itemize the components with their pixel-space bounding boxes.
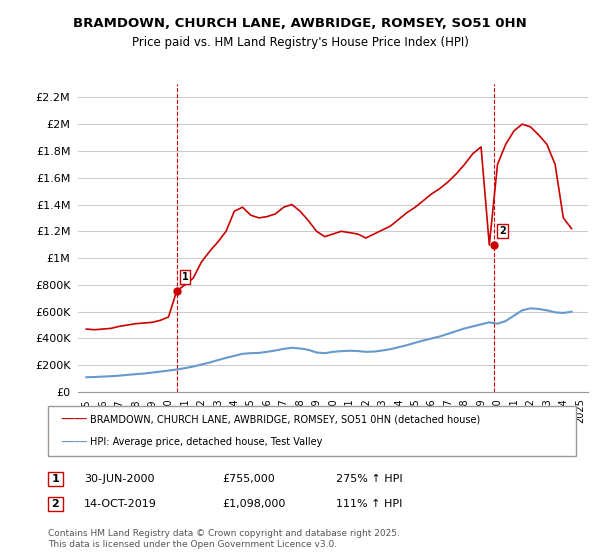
Text: 14-OCT-2019: 14-OCT-2019 — [84, 499, 157, 508]
Text: BRAMDOWN, CHURCH LANE, AWBRIDGE, ROMSEY, SO51 0HN (detached house): BRAMDOWN, CHURCH LANE, AWBRIDGE, ROMSEY,… — [90, 415, 480, 425]
Text: £755,000: £755,000 — [222, 474, 275, 483]
Text: Price paid vs. HM Land Registry's House Price Index (HPI): Price paid vs. HM Land Registry's House … — [131, 36, 469, 49]
Text: £1,098,000: £1,098,000 — [222, 499, 286, 508]
Text: 1: 1 — [52, 474, 59, 483]
Text: ——: —— — [60, 413, 88, 427]
Text: 2: 2 — [52, 499, 59, 508]
Text: 111% ↑ HPI: 111% ↑ HPI — [336, 499, 403, 508]
Text: 275% ↑ HPI: 275% ↑ HPI — [336, 474, 403, 483]
Text: BRAMDOWN, CHURCH LANE, AWBRIDGE, ROMSEY, SO51 0HN: BRAMDOWN, CHURCH LANE, AWBRIDGE, ROMSEY,… — [73, 17, 527, 30]
Text: ——: —— — [60, 436, 88, 449]
Text: Contains HM Land Registry data © Crown copyright and database right 2025.
This d: Contains HM Land Registry data © Crown c… — [48, 529, 400, 549]
Text: HPI: Average price, detached house, Test Valley: HPI: Average price, detached house, Test… — [90, 437, 322, 447]
Text: 1: 1 — [182, 272, 188, 282]
Text: 2: 2 — [499, 226, 506, 236]
Text: 30-JUN-2000: 30-JUN-2000 — [84, 474, 155, 483]
